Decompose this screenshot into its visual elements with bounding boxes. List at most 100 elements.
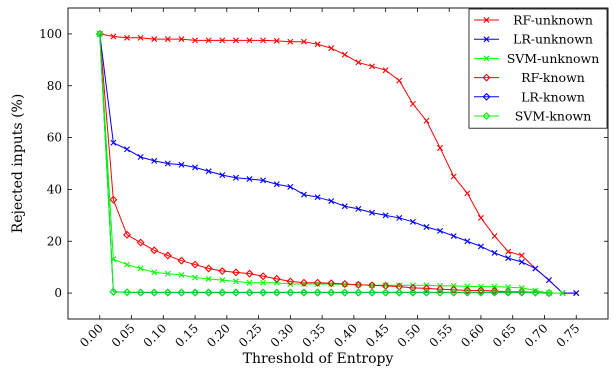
data-point-svm-unknown xyxy=(300,281,307,288)
legend-marker xyxy=(482,73,491,82)
data-point-svm-known xyxy=(422,288,431,297)
data-point-svm-known xyxy=(231,288,240,297)
data-point-rf-unknown xyxy=(273,37,280,44)
legend-marker xyxy=(482,92,491,101)
data-point-svm-known xyxy=(95,29,104,38)
data-point-lr-unknown xyxy=(573,290,580,297)
x-tick-label: 0.75 xyxy=(554,321,583,350)
legend-item-svm-known: SVM-known xyxy=(474,109,591,124)
data-point-lr-unknown xyxy=(192,164,199,171)
legend-marker xyxy=(483,55,490,62)
data-point-svm-known xyxy=(150,288,159,297)
data-point-lr-unknown xyxy=(532,265,539,272)
legend-item-lr-known: LR-known xyxy=(474,89,585,104)
data-point-svm-known xyxy=(245,288,254,297)
data-point-rf-known xyxy=(436,285,445,294)
x-tick-label: 0.05 xyxy=(109,321,138,350)
data-point-rf-unknown xyxy=(341,51,348,58)
data-point-svm-unknown xyxy=(559,290,566,297)
data-point-lr-unknown xyxy=(477,243,484,250)
data-point-svm-known xyxy=(408,288,417,297)
data-point-rf-known xyxy=(490,287,499,295)
data-point-rf-known xyxy=(408,283,417,292)
data-point-svm-unknown xyxy=(164,270,171,277)
data-point-rf-known xyxy=(422,284,431,293)
data-point-lr-unknown xyxy=(273,181,280,188)
data-point-svm-known xyxy=(395,288,404,297)
data-point-rf-unknown xyxy=(437,144,444,151)
data-point-rf-unknown xyxy=(260,37,267,44)
data-point-lr-unknown xyxy=(369,209,376,216)
legend-marker xyxy=(483,17,490,23)
data-point-rf-unknown xyxy=(328,45,335,52)
data-point-rf-unknown xyxy=(232,37,239,44)
data-point-rf-known xyxy=(463,286,472,295)
series-line-svm-known xyxy=(99,33,550,294)
data-point-rf-unknown xyxy=(287,38,294,45)
data-point-svm-unknown xyxy=(219,277,226,284)
legend-marker xyxy=(482,112,491,120)
data-point-rf-unknown xyxy=(151,36,158,43)
x-tick-label: 0.10 xyxy=(141,321,170,350)
y-axis-ticks: 0 20 40 60 80 100 xyxy=(39,27,608,300)
x-tick-label: 0.45 xyxy=(363,321,392,350)
data-point-rf-known xyxy=(313,278,322,287)
data-point-lr-unknown xyxy=(423,224,430,230)
data-point-svm-known xyxy=(436,288,445,297)
legend-box xyxy=(468,8,608,129)
data-point-lr-unknown xyxy=(437,227,444,234)
data-point-svm-known xyxy=(313,288,322,297)
data-point-svm-known xyxy=(218,288,227,297)
data-point-svm-known xyxy=(476,288,485,297)
data-point-rf-known xyxy=(245,269,254,278)
data-point-svm-known xyxy=(463,288,472,297)
data-point-rf-known xyxy=(449,285,458,294)
series-line-lr-unknown xyxy=(99,33,577,294)
data-point-svm-known xyxy=(340,288,349,297)
y-axis-label: Rejected inputs (%) xyxy=(10,94,26,234)
data-point-lr-unknown xyxy=(110,139,117,146)
data-point-rf-known xyxy=(286,277,295,286)
data-point-rf-unknown xyxy=(192,37,199,44)
x-tick-label: 0.25 xyxy=(236,321,265,350)
x-tick-label: 0.55 xyxy=(427,321,456,350)
data-point-svm-unknown xyxy=(124,261,131,268)
y-tick-label: 60 xyxy=(47,131,62,145)
data-point-lr-unknown xyxy=(151,157,158,164)
data-point-lr-unknown xyxy=(341,203,348,210)
legend-item-rf-known: RF-known xyxy=(474,70,585,85)
y-tick-label: 80 xyxy=(47,79,62,93)
data-point-lr-unknown xyxy=(518,258,525,265)
legend: RF-unknown LR-unknown SVM-unknown RF-known L… xyxy=(468,8,608,129)
legend-label: LR-unknown xyxy=(513,32,593,47)
legend-label: LR-known xyxy=(521,89,585,104)
data-point-svm-known xyxy=(531,288,540,297)
data-point-lr-unknown xyxy=(314,194,321,201)
data-point-lr-unknown xyxy=(396,214,403,221)
legend-marker xyxy=(483,36,490,43)
x-axis-label: Threshold of Entropy xyxy=(243,351,394,367)
y-tick-label: 100 xyxy=(39,27,62,41)
legend-label: RF-unknown xyxy=(513,13,593,28)
data-point-rf-unknown xyxy=(491,233,498,240)
data-point-rf-unknown xyxy=(382,67,389,74)
data-point-svm-known xyxy=(545,289,553,298)
data-point-svm-known xyxy=(177,288,186,297)
data-point-svm-known xyxy=(368,288,377,297)
data-point-rf-unknown xyxy=(505,248,512,255)
data-point-lr-unknown xyxy=(491,249,498,256)
data-point-svm-unknown xyxy=(491,283,498,290)
data-point-lr-unknown xyxy=(164,160,171,167)
data-point-rf-unknown xyxy=(300,38,307,45)
data-point-svm-unknown xyxy=(396,282,403,289)
data-point-rf-unknown xyxy=(219,37,226,44)
data-point-lr-unknown xyxy=(137,154,144,161)
x-tick-label: 0.15 xyxy=(172,321,201,350)
data-point-svm-unknown xyxy=(532,287,539,294)
data-point-lr-unknown xyxy=(464,238,471,245)
plot-markers xyxy=(95,29,580,298)
data-point-rf-unknown xyxy=(124,34,131,41)
data-point-rf-unknown xyxy=(477,214,484,221)
data-point-lr-unknown xyxy=(355,205,362,212)
